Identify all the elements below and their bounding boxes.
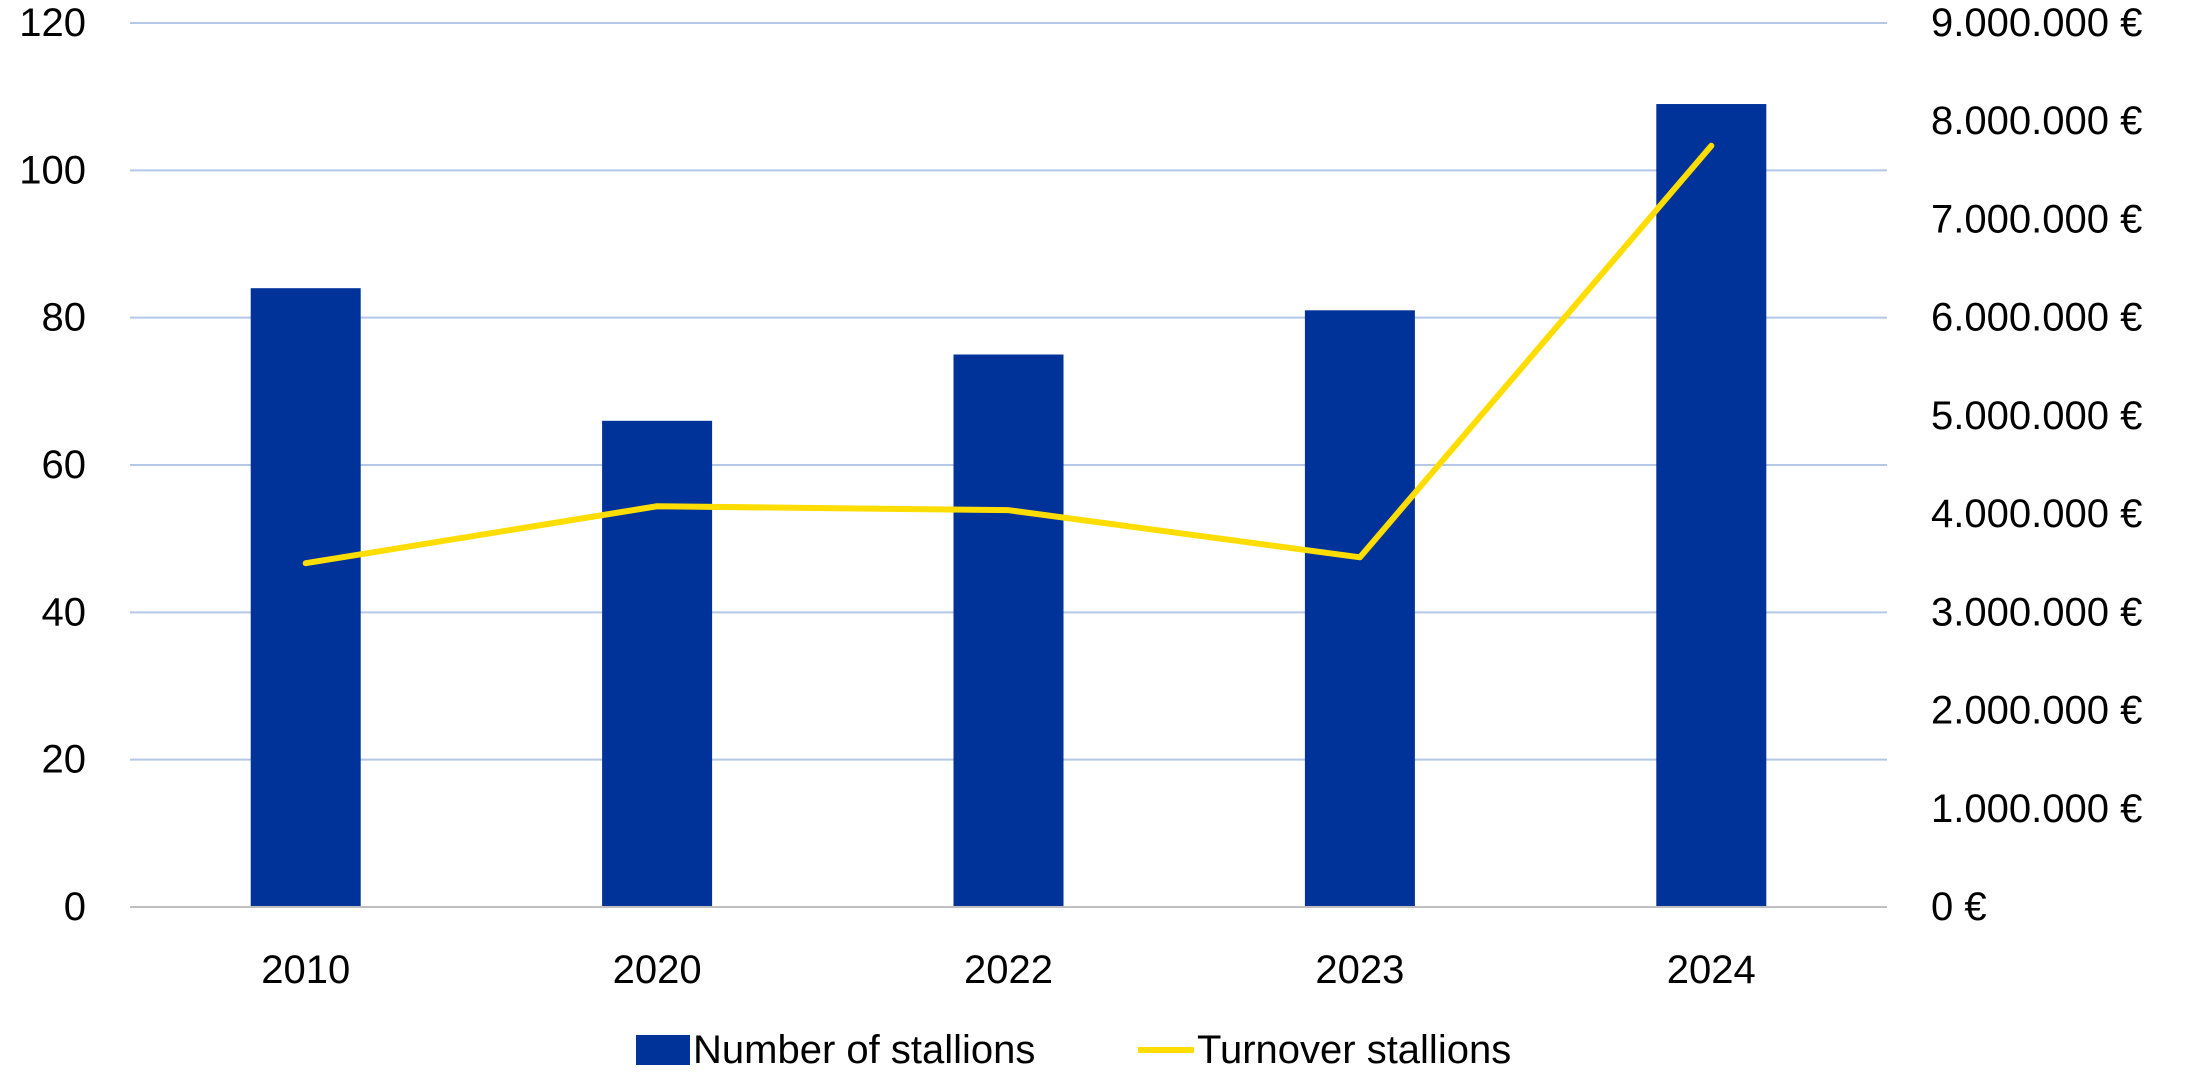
- bar-2024: [1656, 104, 1766, 907]
- x-axis-tick-label: 2010: [261, 948, 350, 992]
- right-y-axis: 0 € 1.000.000 € 2.000.000 € 3.000.000 € 4.00…: [1931, 1, 2142, 929]
- right-axis-tick-label: 2.000.000 €: [1931, 689, 2142, 733]
- legend: Number of stallions Turnover stallions: [636, 1028, 1511, 1068]
- right-axis-tick-label: 4.000.000 €: [1931, 492, 2142, 536]
- right-axis-tick-label: 9.000.000 €: [1931, 1, 2142, 45]
- bar-2020: [602, 421, 712, 907]
- left-axis-tick-label: 80: [42, 296, 87, 340]
- right-axis-tick-label: 5.000.000 €: [1931, 394, 2142, 438]
- x-axis-tick-label: 2023: [1315, 948, 1404, 992]
- right-axis-tick-label: 3.000.000 €: [1931, 590, 2142, 634]
- legend-label-number-of-stallions: Number of stallions: [693, 1028, 1035, 1068]
- left-axis-tick-label: 120: [19, 1, 86, 45]
- right-axis-tick-label: 8.000.000 €: [1931, 99, 2142, 143]
- bar-series-number-of-stallions: [251, 104, 1767, 907]
- x-axis-tick-label: 2020: [613, 948, 702, 992]
- x-axis-tick-label: 2024: [1667, 948, 1756, 992]
- x-axis: 2010 2020 2022 2023 2024: [130, 907, 1887, 992]
- right-axis-tick-label: 1.000.000 €: [1931, 787, 2142, 831]
- left-axis-tick-label: 100: [19, 148, 86, 192]
- x-axis-tick-label: 2022: [964, 948, 1053, 992]
- bar-2022: [954, 355, 1064, 908]
- right-axis-tick-label: 0 €: [1931, 885, 1987, 929]
- right-axis-tick-label: 6.000.000 €: [1931, 296, 2142, 340]
- right-axis-tick-label: 7.000.000 €: [1931, 197, 2142, 241]
- legend-label-turnover-stallions: Turnover stallions: [1197, 1028, 1511, 1068]
- bar-2010: [251, 288, 361, 907]
- left-axis-tick-label: 0: [64, 885, 86, 929]
- left-axis-tick-label: 60: [42, 443, 87, 487]
- legend-swatch-number-of-stallions: [636, 1035, 690, 1065]
- bar-2023: [1305, 310, 1415, 907]
- left-axis-tick-label: 40: [42, 590, 87, 634]
- left-axis-tick-label: 20: [42, 738, 87, 782]
- left-y-axis: 0 20 40 60 80 100 120: [19, 1, 86, 929]
